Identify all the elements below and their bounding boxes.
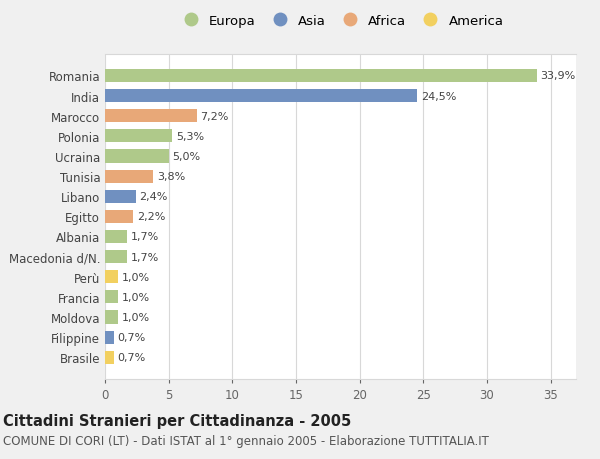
Text: 5,0%: 5,0% (172, 151, 200, 162)
Text: 2,2%: 2,2% (137, 212, 165, 222)
Text: 24,5%: 24,5% (421, 91, 456, 101)
Text: 33,9%: 33,9% (541, 71, 575, 81)
Bar (105, 110, 197, 123)
Bar (105, 230, 127, 243)
Text: 5,3%: 5,3% (176, 132, 205, 141)
Text: 0,7%: 0,7% (118, 353, 146, 363)
Bar (105, 70, 536, 83)
Bar (105, 150, 169, 163)
Text: 0,7%: 0,7% (118, 332, 146, 342)
Text: COMUNE DI CORI (LT) - Dati ISTAT al 1° gennaio 2005 - Elaborazione TUTTITALIA.IT: COMUNE DI CORI (LT) - Dati ISTAT al 1° g… (3, 434, 489, 447)
Bar (105, 130, 172, 143)
Bar (105, 351, 114, 364)
Bar (105, 311, 118, 324)
Bar (105, 190, 136, 203)
Text: 1,7%: 1,7% (130, 232, 159, 242)
Text: 1,7%: 1,7% (130, 252, 159, 262)
Text: 7,2%: 7,2% (200, 112, 229, 122)
Text: 1,0%: 1,0% (122, 272, 149, 282)
Text: 1,0%: 1,0% (122, 292, 149, 302)
Text: Cittadini Stranieri per Cittadinanza - 2005: Cittadini Stranieri per Cittadinanza - 2… (3, 413, 351, 428)
Text: 2,4%: 2,4% (139, 192, 168, 202)
Text: 3,8%: 3,8% (157, 172, 185, 182)
Bar (105, 210, 133, 224)
Bar (105, 170, 154, 183)
Legend: Europa, Asia, Africa, America: Europa, Asia, Africa, America (172, 10, 509, 34)
Bar (105, 271, 118, 284)
Bar (105, 291, 118, 304)
Bar (105, 331, 114, 344)
Text: 1,0%: 1,0% (122, 312, 149, 322)
Bar (105, 90, 417, 103)
Bar (105, 251, 127, 263)
